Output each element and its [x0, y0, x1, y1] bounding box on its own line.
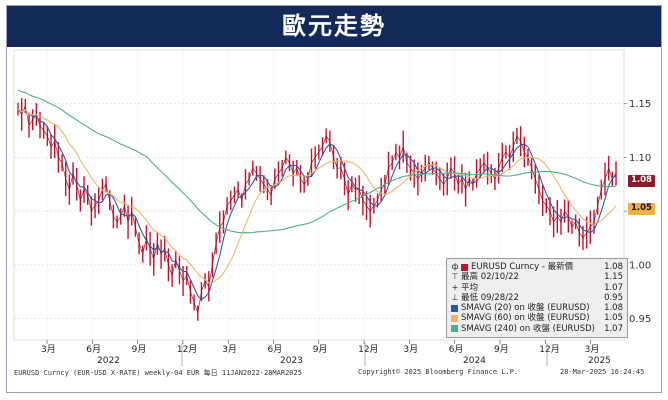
x-tick-label: 3月 — [585, 344, 600, 355]
price-swatch — [461, 263, 468, 271]
legend-row-sma20: SMAVG (20) on 收盤 (EURUSD) 1.08 — [451, 303, 623, 313]
sma60-line — [17, 108, 617, 284]
sma240-swatch — [451, 325, 458, 333]
x-tick-label: 12月 — [358, 344, 378, 355]
footer-timestamp: 28-Mar-2025 16:24:45 — [560, 368, 645, 376]
x-tick-label: 3月 — [41, 344, 56, 355]
sma240-line — [17, 89, 617, 234]
legend-sma240-label: SMAVG (240) on 收盤 (EURUSD) — [461, 323, 595, 334]
legend-sma240-value: 1.07 — [604, 323, 623, 334]
x-tick-label: 3月 — [403, 344, 418, 355]
legend-sma60-value: 1.05 — [604, 313, 623, 324]
sma60-swatch — [451, 315, 458, 323]
legend-row-avg: + 平均 1.07 — [451, 283, 623, 293]
x-tick-label: 12月 — [177, 344, 197, 355]
y-tick-label: 1.10 — [629, 153, 651, 164]
x-tick-label: 9月 — [494, 344, 509, 355]
legend-row-low: ⊥ 最低 09/28/22 0.95 — [451, 293, 623, 303]
legend-row-sma240: SMAVG (240) on 收盤 (EURUSD) 1.07 — [451, 324, 623, 334]
chart-legend: ф EURUSD Curncy - 最新價 1.08 ⊤ 最高 02/10/22 1… — [446, 258, 628, 338]
low-marker-icon: ⊥ — [451, 292, 459, 302]
sma20-swatch — [451, 304, 458, 312]
legend-row-price: ф EURUSD Curncy - 最新價 1.08 — [451, 262, 623, 272]
legend-avg-value: 1.07 — [604, 282, 623, 293]
x-tick-label: 3月 — [222, 344, 237, 355]
legend-row-high: ⊤ 最高 02/10/22 1.15 — [451, 272, 623, 282]
legend-low-value: 0.95 — [604, 292, 623, 303]
year-label: 2022 — [97, 356, 120, 366]
average-marker-icon: + — [451, 282, 459, 292]
legend-sma20-value: 1.08 — [604, 303, 623, 314]
sma60-badge: 1.05 — [628, 203, 655, 215]
price-line — [17, 104, 617, 314]
page-title: 歐元走勢 — [7, 6, 661, 47]
legend-title-value: 1.08 — [604, 262, 623, 272]
y-tick-label: 1.00 — [629, 260, 651, 271]
legend-high-label: 最高 02/10/22 — [461, 272, 519, 283]
high-marker-icon: ⊤ — [451, 272, 459, 282]
year-label: 2024 — [463, 356, 486, 366]
x-tick-label: 6月 — [449, 344, 464, 355]
legend-high-value: 1.15 — [604, 272, 623, 283]
year-label: 2023 — [280, 356, 303, 366]
x-tick-label: 9月 — [313, 344, 328, 355]
legend-avg-label: 平均 — [461, 282, 479, 293]
x-tick-label: 6月 — [86, 344, 101, 355]
legend-row-sma60: SMAVG (60) on 收盤 (EURUSD) 1.05 — [451, 313, 623, 323]
legend-sma60-label: SMAVG (60) on 收盤 (EURUSD) — [461, 313, 590, 324]
sma20-line — [17, 108, 617, 301]
ohlc-icon: ф — [451, 262, 459, 271]
footer-source: EURUSD Curncy (EUR-USD X-RATE) weekly-04… — [14, 369, 302, 377]
x-tick-label: 12月 — [539, 344, 559, 355]
y-tick-label: 1.15 — [629, 99, 651, 110]
x-tick-label: 6月 — [268, 344, 283, 355]
year-label: 2025 — [588, 356, 611, 366]
legend-sma20-label: SMAVG (20) on 收盤 (EURUSD) — [461, 303, 590, 314]
legend-title: EURUSD Curncy - 最新價 — [471, 262, 574, 272]
x-tick-label: 9月 — [132, 344, 147, 355]
last-price-badge: 1.08 — [628, 175, 655, 187]
legend-low-label: 最低 09/28/22 — [461, 292, 519, 303]
y-tick-label: 0.95 — [629, 314, 651, 325]
footer-copyright: Copyright© 2025 Bloomberg Finance L.P. — [358, 368, 519, 376]
